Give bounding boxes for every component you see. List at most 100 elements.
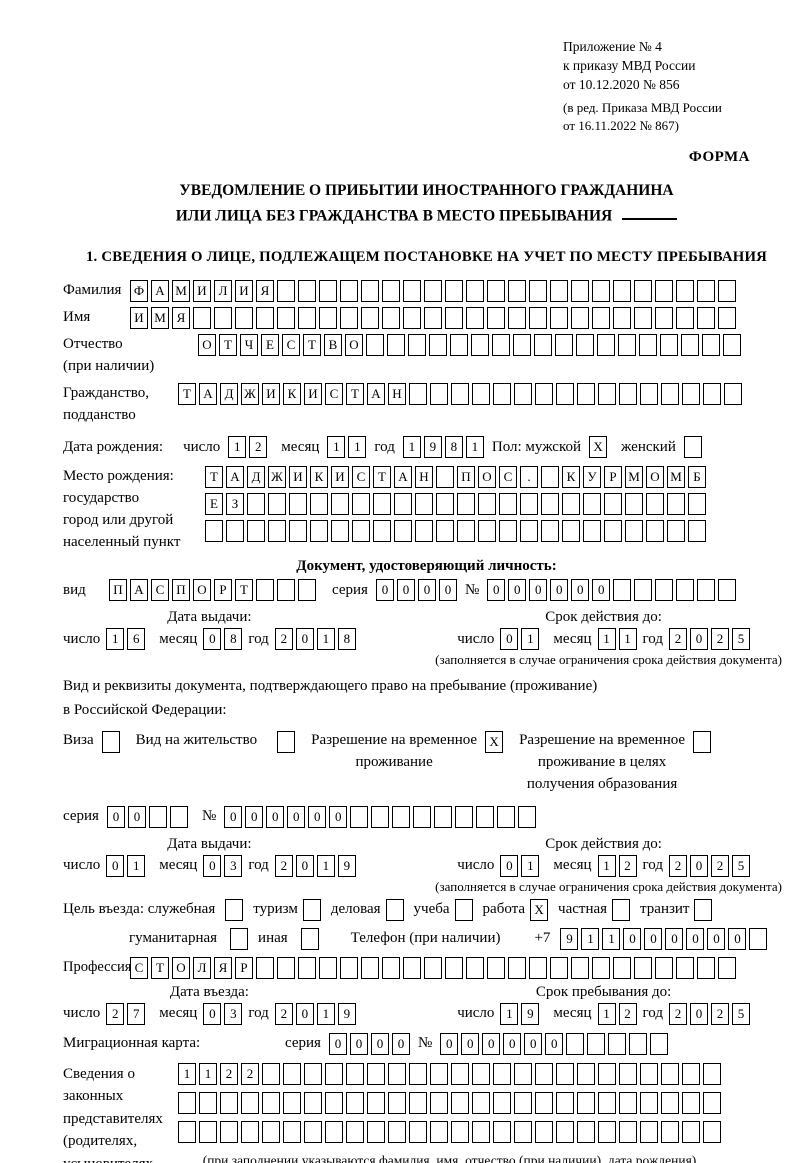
char-box[interactable]: 1 <box>618 628 637 651</box>
char-box[interactable] <box>661 1091 679 1114</box>
char-box[interactable] <box>454 898 473 921</box>
char-box[interactable]: 1 <box>581 927 600 950</box>
char-box[interactable] <box>451 1120 469 1143</box>
char-box[interactable]: 0 <box>690 854 708 877</box>
char-box[interactable] <box>661 382 679 405</box>
char-box[interactable] <box>476 805 495 828</box>
char-box[interactable]: 1 <box>327 436 346 459</box>
char-box[interactable] <box>472 382 490 405</box>
char-box[interactable] <box>310 493 328 516</box>
char-box[interactable]: 2 <box>618 1002 637 1025</box>
char-box[interactable] <box>583 520 601 543</box>
char-box[interactable]: X <box>530 898 549 921</box>
char-box[interactable] <box>256 956 274 979</box>
char-box[interactable] <box>214 307 232 330</box>
char-box[interactable]: О <box>172 956 190 979</box>
char-box[interactable] <box>256 307 274 330</box>
char-box[interactable]: 0 <box>487 579 506 602</box>
char-box[interactable] <box>625 493 643 516</box>
char-box[interactable] <box>319 956 337 979</box>
char-box[interactable] <box>430 1120 448 1143</box>
char-box[interactable]: 0 <box>224 805 243 828</box>
char-box[interactable] <box>225 898 244 921</box>
char-box[interactable] <box>220 1120 238 1143</box>
char-box[interactable] <box>718 579 737 602</box>
char-box[interactable]: 0 <box>245 805 264 828</box>
char-box[interactable]: 1 <box>228 436 247 459</box>
char-box[interactable] <box>493 382 511 405</box>
char-box[interactable]: О <box>345 334 363 357</box>
char-box[interactable] <box>457 493 475 516</box>
char-box[interactable]: А <box>199 382 217 405</box>
char-box[interactable]: А <box>367 382 385 405</box>
char-box[interactable]: 1 <box>106 628 125 651</box>
char-box[interactable] <box>409 382 427 405</box>
char-box[interactable]: Т <box>373 466 391 489</box>
char-box[interactable]: Ж <box>241 382 259 405</box>
char-box[interactable] <box>499 520 517 543</box>
char-box[interactable]: 1 <box>316 1002 335 1025</box>
char-box[interactable] <box>241 1091 259 1114</box>
char-box[interactable] <box>556 1062 574 1085</box>
char-box[interactable] <box>562 520 580 543</box>
char-box[interactable]: Н <box>415 466 433 489</box>
char-box[interactable]: Т <box>235 579 253 602</box>
char-box[interactable] <box>493 1091 511 1114</box>
char-box[interactable] <box>352 520 370 543</box>
char-box[interactable] <box>718 307 736 330</box>
char-box[interactable] <box>361 280 379 303</box>
char-box[interactable]: 9 <box>560 927 579 950</box>
char-box[interactable]: X <box>485 731 504 754</box>
char-box[interactable] <box>534 334 552 357</box>
char-box[interactable]: Р <box>604 466 622 489</box>
char-box[interactable] <box>613 956 631 979</box>
char-box[interactable] <box>409 1120 427 1143</box>
char-box[interactable] <box>487 956 505 979</box>
char-box[interactable]: К <box>283 382 301 405</box>
char-box[interactable]: 0 <box>503 1032 522 1055</box>
char-box[interactable]: 1 <box>597 854 616 877</box>
char-box[interactable] <box>697 956 715 979</box>
char-box[interactable] <box>682 1120 700 1143</box>
char-box[interactable]: У <box>583 466 601 489</box>
char-box[interactable] <box>199 1091 217 1114</box>
char-box[interactable]: 1 <box>597 1002 616 1025</box>
char-box[interactable]: 0 <box>308 805 327 828</box>
char-box[interactable] <box>634 956 652 979</box>
char-box[interactable] <box>235 307 253 330</box>
char-box[interactable] <box>703 1062 721 1085</box>
char-box[interactable] <box>571 307 589 330</box>
char-box[interactable] <box>619 1091 637 1114</box>
char-box[interactable]: С <box>325 382 343 405</box>
char-box[interactable]: С <box>352 466 370 489</box>
char-box[interactable] <box>350 805 369 828</box>
char-box[interactable] <box>471 334 489 357</box>
char-box[interactable] <box>541 466 559 489</box>
char-box[interactable] <box>429 334 447 357</box>
char-box[interactable] <box>598 1062 616 1085</box>
char-box[interactable] <box>262 1091 280 1114</box>
char-box[interactable] <box>382 307 400 330</box>
char-box[interactable]: 1 <box>316 854 335 877</box>
char-box[interactable]: 1 <box>199 1062 217 1085</box>
char-box[interactable] <box>697 280 715 303</box>
char-box[interactable] <box>394 520 412 543</box>
char-box[interactable] <box>382 956 400 979</box>
char-box[interactable]: Д <box>247 466 265 489</box>
char-box[interactable] <box>694 898 713 921</box>
char-box[interactable] <box>514 1120 532 1143</box>
char-box[interactable] <box>518 805 537 828</box>
char-box[interactable] <box>193 307 211 330</box>
char-box[interactable]: И <box>193 280 211 303</box>
char-box[interactable] <box>598 1120 616 1143</box>
char-box[interactable]: 8 <box>224 628 243 651</box>
char-box[interactable] <box>445 307 463 330</box>
char-box[interactable]: М <box>625 466 643 489</box>
char-box[interactable]: 2 <box>711 1002 729 1025</box>
char-box[interactable] <box>646 520 664 543</box>
char-box[interactable] <box>571 956 589 979</box>
char-box[interactable] <box>655 579 674 602</box>
char-box[interactable]: 0 <box>500 628 519 651</box>
char-box[interactable] <box>703 382 721 405</box>
char-box[interactable]: 0 <box>106 805 125 828</box>
